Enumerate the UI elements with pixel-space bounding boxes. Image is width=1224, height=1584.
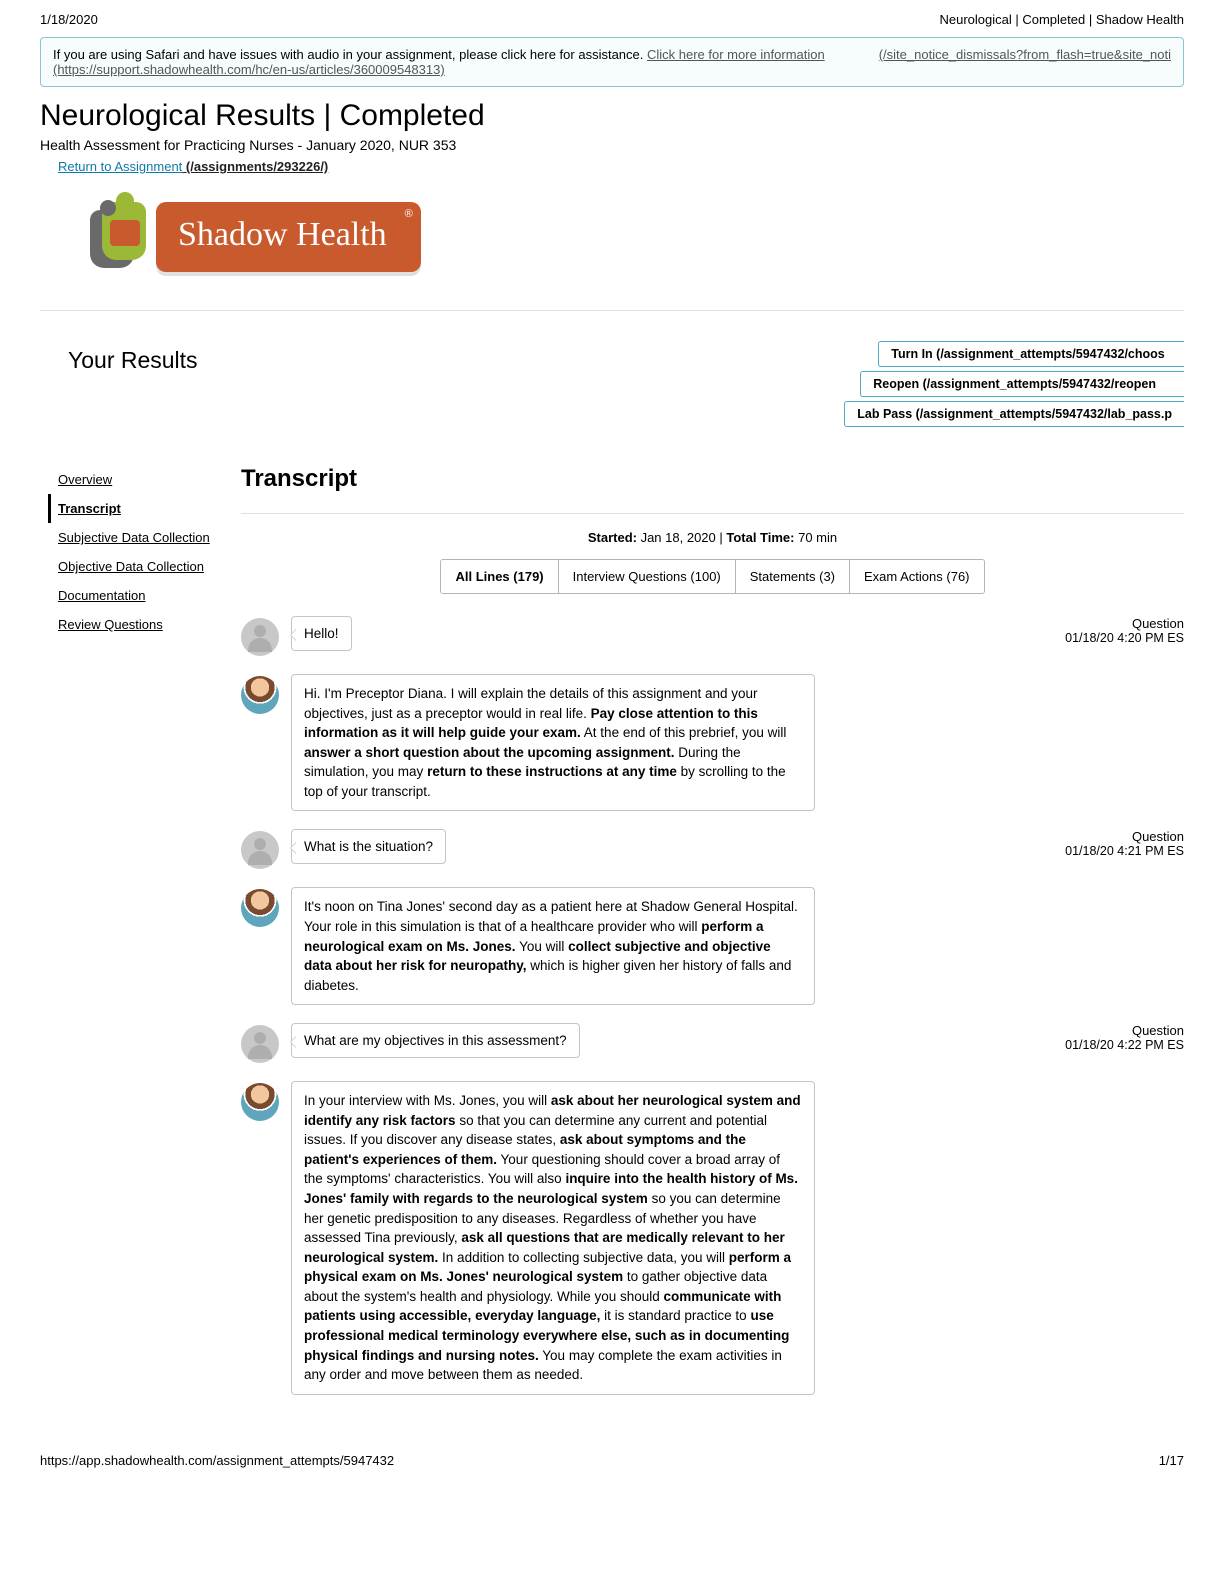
transcript-tabs: All Lines (179) Interview Questions (100… <box>440 559 984 594</box>
content-heading: Transcript <box>241 465 1184 493</box>
tab-interview[interactable]: Interview Questions (100) <box>559 560 736 593</box>
turn-in-button[interactable]: Turn In (/assignment_attempts/5947432/ch… <box>878 341 1184 367</box>
sidebar: Overview Transcript Subjective Data Coll… <box>58 465 223 1413</box>
started-value: Jan 18, 2020 | <box>637 530 726 545</box>
tab-statements[interactable]: Statements (3) <box>736 560 850 593</box>
sidebar-item-documentation[interactable]: Documentation <box>58 581 223 610</box>
meta-label: Question <box>364 616 1184 631</box>
print-title: Neurological | Completed | Shadow Health <box>940 12 1185 27</box>
preceptor-message: It's noon on Tina Jones' second day as a… <box>291 887 815 1005</box>
message-row: It's noon on Tina Jones' second day as a… <box>241 887 1184 1005</box>
return-link-row: Return to Assignment (/assignments/29322… <box>58 159 1184 174</box>
action-buttons: Turn In (/assignment_attempts/5947432/ch… <box>878 341 1184 431</box>
user-avatar-icon <box>241 618 279 656</box>
preceptor-avatar-icon <box>241 676 279 714</box>
message-meta: Question 01/18/20 4:21 PM ES <box>458 829 1184 858</box>
message-meta: Question 01/18/20 4:22 PM ES <box>592 1023 1184 1052</box>
preceptor-avatar-icon <box>241 1083 279 1121</box>
preceptor-message: Hi. I'm Preceptor Diana. I will explain … <box>291 674 815 811</box>
sidebar-item-overview[interactable]: Overview <box>58 465 223 494</box>
meta-label: Question <box>592 1023 1184 1038</box>
preceptor-message: In your interview with Ms. Jones, you wi… <box>291 1081 815 1394</box>
reopen-button[interactable]: Reopen (/assignment_attempts/5947432/reo… <box>860 371 1184 397</box>
time-summary: Started: Jan 18, 2020 | Total Time: 70 m… <box>241 530 1184 545</box>
user-message: What is the situation? <box>291 829 446 864</box>
footer-url: https://app.shadowhealth.com/assignment_… <box>40 1453 394 1468</box>
registered-icon: ® <box>405 208 413 220</box>
notice-dismiss-link[interactable]: (/site_notice_dismissals?from_flash=true… <box>879 47 1171 62</box>
message-row: Hello! Question 01/18/20 4:20 PM ES <box>241 616 1184 656</box>
started-label: Started: <box>588 530 637 545</box>
user-avatar-icon <box>241 1025 279 1063</box>
message-text: Hello! <box>304 626 339 641</box>
brand-logo: Shadow Health ® <box>88 192 1184 282</box>
sidebar-item-review[interactable]: Review Questions <box>58 610 223 639</box>
lab-pass-button[interactable]: Lab Pass (/assignment_attempts/5947432/l… <box>844 401 1184 427</box>
user-message: What are my objectives in this assessmen… <box>291 1023 580 1058</box>
course-subtitle: Health Assessment for Practicing Nurses … <box>40 137 1184 153</box>
print-footer: https://app.shadowhealth.com/assignment_… <box>40 1413 1184 1486</box>
sidebar-item-objective[interactable]: Objective Data Collection <box>58 552 223 581</box>
user-avatar-icon <box>241 831 279 869</box>
meta-time: 01/18/20 4:20 PM ES <box>364 631 1184 645</box>
return-link-path: (/assignments/293226/) <box>182 159 328 174</box>
message-row: Hi. I'm Preceptor Diana. I will explain … <box>241 674 1184 811</box>
message-row: What is the situation? Question 01/18/20… <box>241 829 1184 869</box>
meta-time: 01/18/20 4:22 PM ES <box>592 1038 1184 1052</box>
footer-page: 1/17 <box>1159 1453 1184 1468</box>
tab-exam-actions[interactable]: Exam Actions (76) <box>850 560 984 593</box>
page-title: Neurological Results | Completed <box>40 99 1184 133</box>
print-header: 1/18/2020 Neurological | Completed | Sha… <box>40 0 1184 37</box>
sidebar-item-subjective[interactable]: Subjective Data Collection <box>58 523 223 552</box>
meta-label: Question <box>458 829 1184 844</box>
message-row: What are my objectives in this assessmen… <box>241 1023 1184 1063</box>
sidebar-item-transcript[interactable]: Transcript <box>48 494 223 523</box>
results-title: Your Results <box>40 341 198 374</box>
tab-all-lines[interactable]: All Lines (179) <box>441 560 558 593</box>
user-message: Hello! <box>291 616 352 651</box>
message-text: What is the situation? <box>304 839 433 854</box>
message-meta: Question 01/18/20 4:20 PM ES <box>364 616 1184 645</box>
message-text: What are my objectives in this assessmen… <box>304 1033 567 1048</box>
print-date: 1/18/2020 <box>40 12 98 27</box>
preceptor-avatar-icon <box>241 889 279 927</box>
message-row: In your interview with Ms. Jones, you wi… <box>241 1081 1184 1394</box>
site-notice: (/site_notice_dismissals?from_flash=true… <box>40 37 1184 87</box>
content-panel: Transcript Started: Jan 18, 2020 | Total… <box>241 465 1184 1413</box>
return-link[interactable]: Return to Assignment <box>58 159 182 174</box>
meta-time: 01/18/20 4:21 PM ES <box>458 844 1184 858</box>
logo-text: Shadow Health <box>178 216 387 253</box>
notice-text: If you are using Safari and have issues … <box>53 47 647 62</box>
total-label: Total Time: <box>726 530 794 545</box>
total-value: 70 min <box>795 530 838 545</box>
